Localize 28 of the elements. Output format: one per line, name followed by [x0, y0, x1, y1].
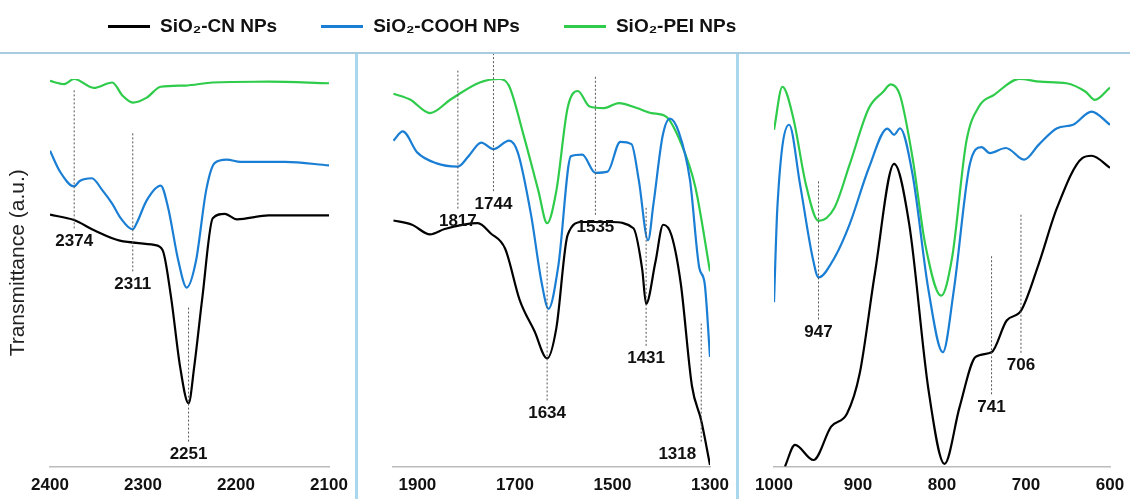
annotation: 706 [1006, 355, 1036, 375]
x-tick-label: 1000 [755, 475, 793, 495]
annotation: 1431 [627, 348, 666, 368]
x-tick-label: 1300 [691, 475, 729, 495]
x-tick-label: 2400 [31, 475, 69, 495]
annotation: 2311 [114, 274, 152, 294]
annotation: 741 [977, 396, 1006, 416]
annotation: 1535 [576, 217, 615, 237]
annotation: 1318 [658, 444, 697, 464]
annotation: 2251 [169, 444, 208, 464]
x-tick-label: 1900 [398, 475, 437, 495]
y-axis-title: Transmittance (a.u.) [4, 169, 28, 357]
annotation: 1744 [474, 193, 513, 213]
x-tick-label: 800 [927, 475, 957, 495]
x-tick-label: 600 [1095, 475, 1125, 495]
legend-label: SiO₂-PEI NPs [615, 15, 737, 37]
x-tick-label: 900 [843, 475, 873, 495]
annotation: 1634 [528, 403, 567, 423]
legend-label: SiO₂-CN NPs [160, 15, 278, 37]
legend-label: SiO₂-COOH NPs [373, 15, 520, 37]
x-tick-label: 2200 [217, 475, 255, 495]
x-tick-label: 1700 [496, 475, 534, 495]
x-tick-label: 700 [1011, 475, 1041, 495]
x-tick-label: 2100 [310, 475, 348, 495]
annotation: 947 [804, 322, 833, 342]
x-tick-label: 1500 [593, 475, 632, 495]
annotation: 2374 [55, 231, 94, 251]
x-tick-label: 2300 [124, 475, 162, 495]
